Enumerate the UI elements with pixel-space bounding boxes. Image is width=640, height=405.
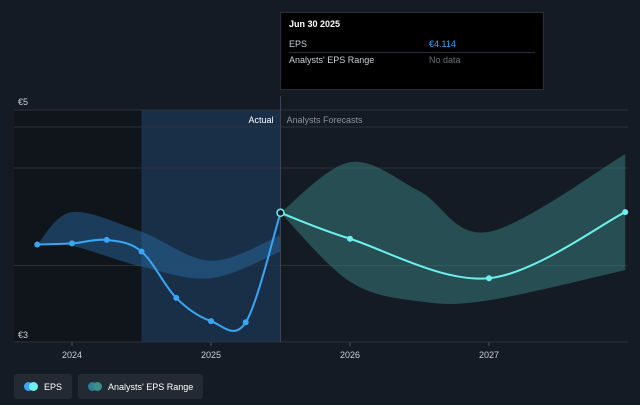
eps-forecast-point bbox=[622, 209, 629, 216]
eps-forecast-point bbox=[486, 275, 492, 282]
legend-eps-button[interactable]: EPS bbox=[14, 374, 73, 399]
legend-range-button[interactable]: Analysts' EPS Range bbox=[78, 374, 204, 399]
x-tick-label: 2027 bbox=[479, 350, 499, 360]
x-tick-label: 2026 bbox=[340, 350, 360, 360]
eps-point bbox=[103, 236, 110, 243]
eps-point bbox=[173, 294, 180, 301]
eps-range-forecast-band bbox=[280, 154, 626, 304]
tooltip-range-value: No data bbox=[429, 55, 461, 65]
tooltip-eps-label: EPS bbox=[289, 39, 308, 49]
legend-eps-label: EPS bbox=[44, 381, 63, 392]
range-swatch-icon bbox=[88, 382, 103, 391]
legend-range-label: Analysts' EPS Range bbox=[108, 381, 194, 392]
x-tick-label: 2024 bbox=[62, 350, 82, 360]
tooltip: Jun 30 2025 EPS €4.114 Analysts' EPS Ran… bbox=[280, 12, 544, 90]
eps-forecast-point bbox=[347, 235, 353, 242]
legend: EPS Analysts' EPS Range bbox=[14, 374, 204, 399]
x-axis: 2024 2025 2026 2027 bbox=[62, 342, 499, 360]
eps-point bbox=[276, 208, 285, 218]
y-tick-label-top: €5 bbox=[18, 97, 28, 107]
eps-point bbox=[208, 318, 214, 325]
tooltip-row-range: Analysts' EPS Range No data bbox=[289, 53, 535, 68]
eps-point bbox=[69, 240, 75, 247]
eps-range-past-band bbox=[37, 211, 281, 279]
highlight-region bbox=[141, 110, 281, 342]
eps-point bbox=[242, 319, 249, 326]
y-tick-label-bottom: €3 bbox=[18, 330, 28, 340]
eps-points bbox=[34, 208, 629, 326]
eps-forecast-line bbox=[280, 211, 626, 280]
tooltip-row-eps: EPS €4.114 bbox=[289, 37, 535, 53]
actual-label: Actual bbox=[248, 115, 273, 125]
tooltip-range-label: Analysts' EPS Range bbox=[289, 55, 375, 65]
eps-point bbox=[34, 241, 41, 248]
tooltip-title: Jun 30 2025 bbox=[289, 19, 341, 29]
forecast-label: Analysts Forecasts bbox=[287, 115, 364, 125]
eps-point bbox=[138, 248, 145, 255]
tooltip-eps-value: €4.114 bbox=[429, 39, 456, 49]
x-tick-label: 2025 bbox=[201, 350, 221, 360]
eps-swatch-icon bbox=[24, 382, 38, 391]
